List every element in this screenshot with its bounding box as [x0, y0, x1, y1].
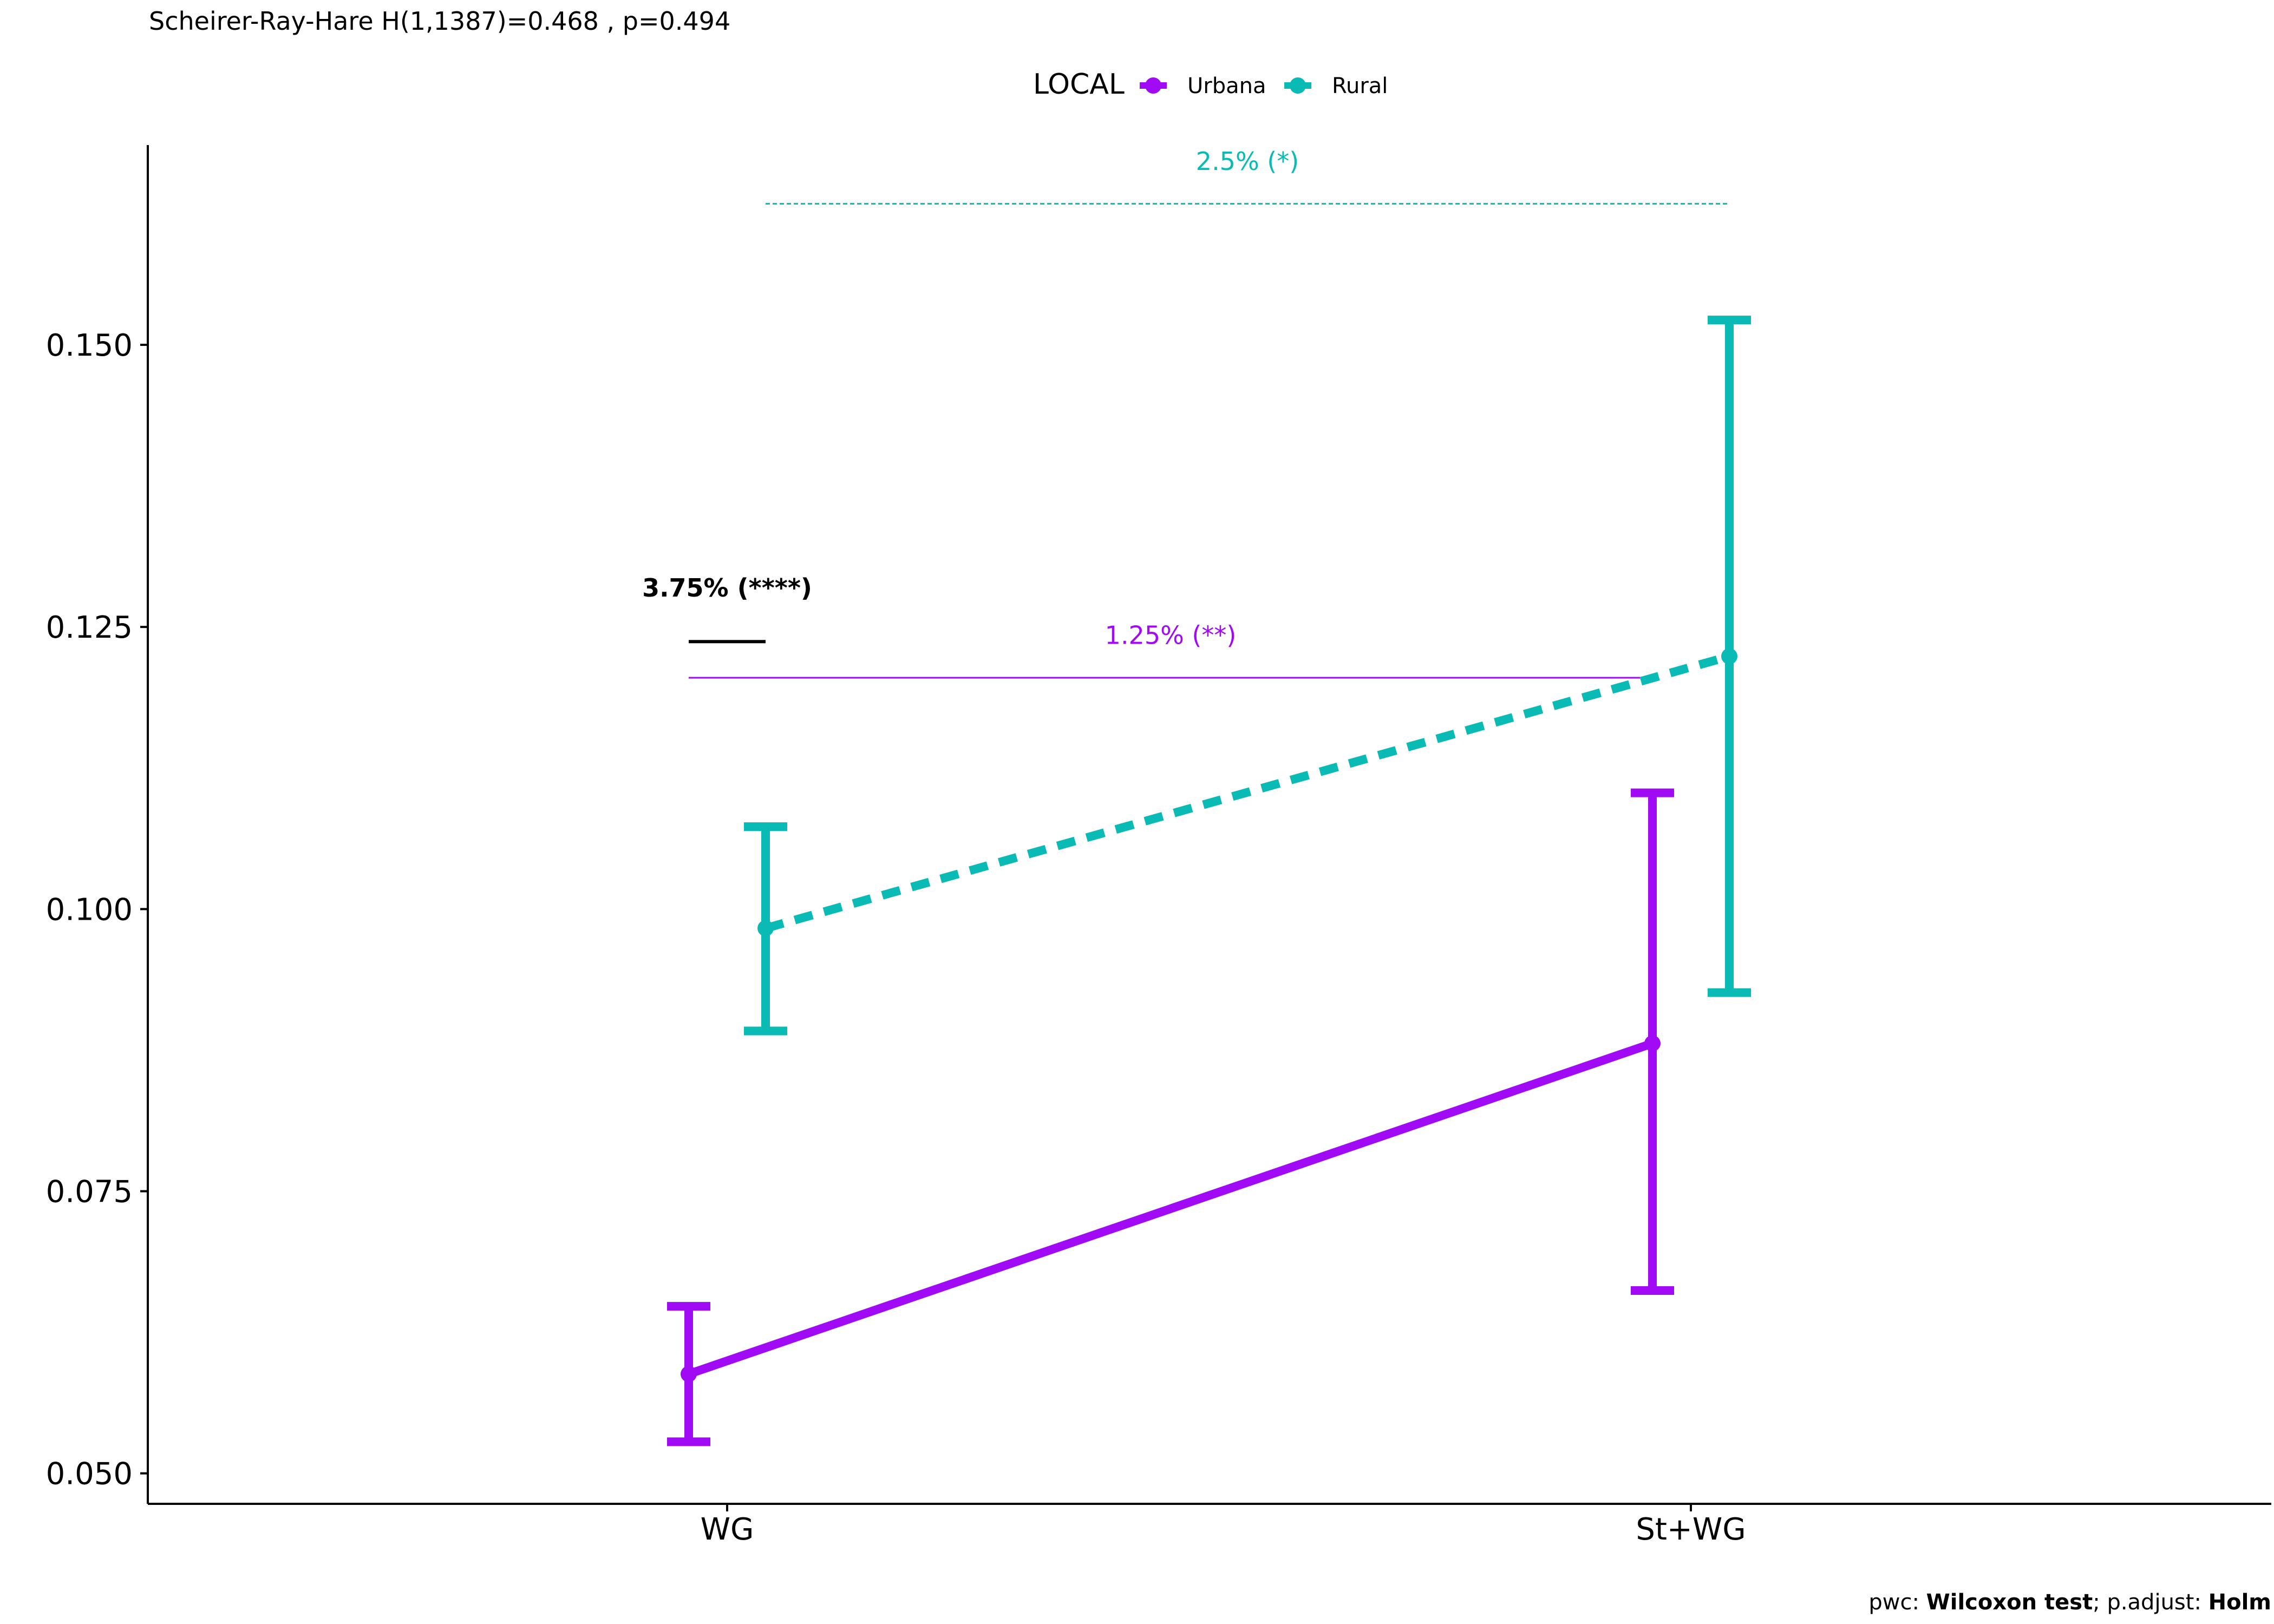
y-tick-label: 0.050 — [46, 1457, 133, 1492]
x-tick-label: St+WG — [1636, 1512, 1746, 1547]
y-tick-label: 0.150 — [46, 328, 133, 363]
series-line-rural — [764, 652, 1731, 933]
caption-prefix: pwc: — [1868, 1590, 1926, 1615]
significance-annotations: 3.75% (****) 1.25% (**) 2.5% (*) — [642, 147, 1729, 679]
significance-label: 3.75% (****) — [642, 573, 812, 603]
chart-subtitle: Scheirer-Ray-Hare H(1,1387)=0.468 , p=0.… — [149, 6, 730, 36]
legend-title: LOCAL — [1033, 68, 1125, 101]
data-point-rural — [1721, 648, 1737, 665]
y-tick-label: 0.125 — [46, 610, 133, 645]
caption-method: Holm — [2208, 1590, 2271, 1615]
legend-label-rural: Rural — [1332, 74, 1388, 99]
y-tick-label: 0.075 — [46, 1175, 133, 1210]
axes: 0.050 0.075 0.100 0.125 0.150 WG St+WG — [46, 145, 2271, 1547]
y-tick-label: 0.100 — [46, 892, 133, 927]
caption-middle: ; p.adjust: — [2093, 1590, 2208, 1615]
plot-series — [667, 316, 1751, 1446]
significance-label: 2.5% (*) — [1196, 147, 1299, 176]
legend-key-rural — [1284, 77, 1311, 94]
data-point-urbana — [681, 1366, 697, 1383]
legend-key-urbana — [1140, 77, 1167, 94]
chart-caption: pwc: Wilcoxon test; p.adjust: Holm — [1868, 1590, 2271, 1615]
data-point-rural — [757, 920, 774, 937]
legend-label-urbana: Urbana — [1187, 74, 1266, 99]
x-tick-label: WG — [701, 1512, 754, 1547]
series-line-urbana — [687, 1039, 1654, 1378]
data-point-urbana — [1644, 1035, 1661, 1052]
significance-label: 1.25% (**) — [1105, 620, 1237, 650]
legend: LOCAL Urbana Rural — [1033, 68, 1388, 101]
caption-test: Wilcoxon test — [1926, 1590, 2093, 1615]
